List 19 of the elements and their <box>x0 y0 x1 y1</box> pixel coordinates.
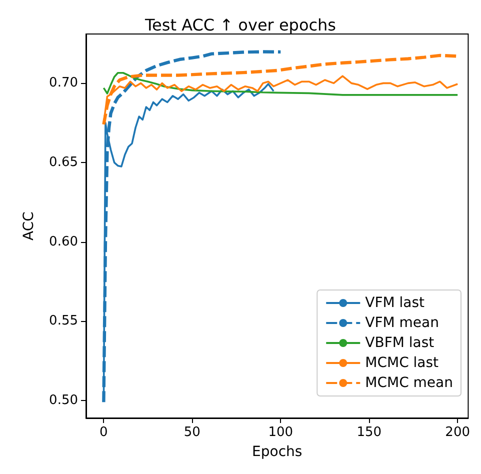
y-tick-label: 0.60 <box>49 234 78 250</box>
y-tick-label: 0.55 <box>49 314 78 329</box>
legend-label: MCMC last <box>365 355 440 371</box>
legend-label: MCMC mean <box>365 375 454 391</box>
x-axis-title: Epochs <box>252 444 302 460</box>
line-series <box>102 72 458 96</box>
y-axis-title: ACC <box>21 211 37 240</box>
y-tick-label: 0.50 <box>49 393 78 408</box>
x-tick-label: 0 <box>100 425 108 440</box>
chart-title: Test ACC ↑ over epochs <box>144 16 336 34</box>
y-tick-label: 0.65 <box>49 155 78 170</box>
x-tick-label: 100 <box>268 425 294 440</box>
x-tick-label: 50 <box>184 425 200 440</box>
x-tick-label: 200 <box>445 425 470 440</box>
y-tick-label: 0.70 <box>49 76 78 91</box>
legend-label: VFM last <box>365 295 426 311</box>
legend-label: VBFM last <box>365 335 435 351</box>
x-tick-label: 150 <box>356 425 382 440</box>
legend-label: VFM mean <box>365 315 440 331</box>
